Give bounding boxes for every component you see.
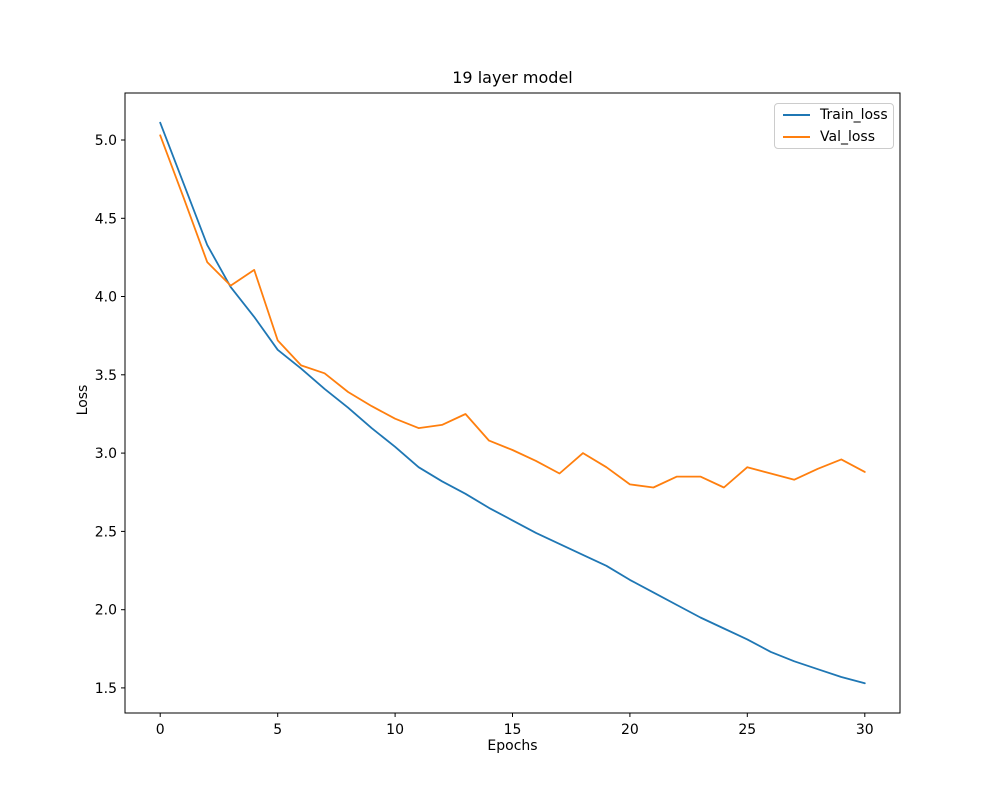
legend-item-val-loss: Val_loss: [783, 129, 885, 146]
chart-title: 19 layer model: [452, 68, 573, 87]
svg-text:3.0: 3.0: [95, 446, 117, 462]
svg-text:0: 0: [156, 722, 165, 738]
val-loss-line-swatch: [783, 136, 810, 138]
svg-text:3.5: 3.5: [95, 368, 117, 384]
svg-text:25: 25: [738, 722, 756, 738]
svg-text:30: 30: [856, 722, 874, 738]
svg-text:1.5: 1.5: [95, 681, 117, 697]
legend-label-train-loss: Train_loss: [820, 107, 888, 123]
y-axis-label: Loss: [75, 384, 91, 416]
svg-text:2.5: 2.5: [95, 524, 117, 540]
train-loss-line-swatch: [783, 114, 810, 116]
svg-text:4.5: 4.5: [95, 211, 117, 227]
svg-text:5: 5: [273, 722, 282, 738]
svg-text:20: 20: [621, 722, 639, 738]
legend-label-val-loss: Val_loss: [820, 129, 876, 145]
svg-text:4.0: 4.0: [95, 290, 117, 306]
svg-text:15: 15: [504, 722, 522, 738]
legend-item-train-loss: Train_loss: [783, 107, 888, 124]
legend: Train_loss Val_loss: [774, 103, 894, 149]
svg-text:5.0: 5.0: [95, 133, 117, 149]
x-axis-label: Epochs: [487, 738, 538, 754]
svg-text:2.0: 2.0: [95, 603, 117, 619]
svg-text:10: 10: [386, 722, 404, 738]
